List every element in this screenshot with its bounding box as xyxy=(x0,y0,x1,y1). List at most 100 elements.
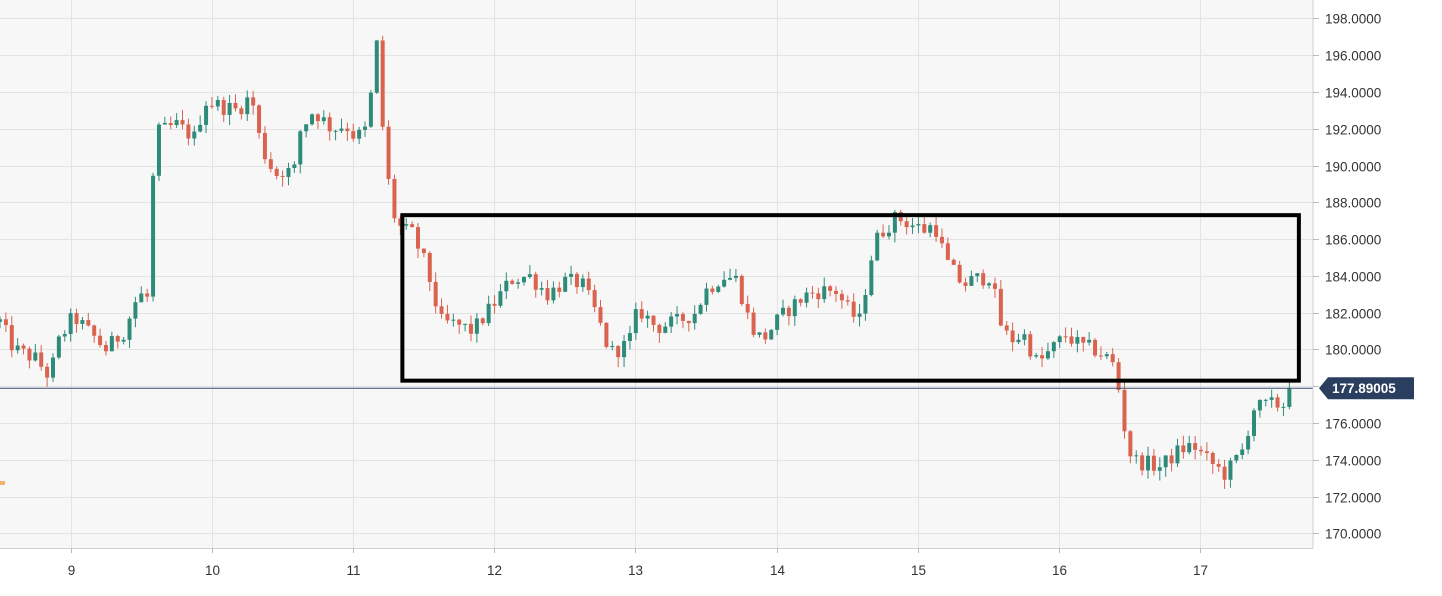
candle-body xyxy=(710,288,715,292)
candle-body xyxy=(209,105,214,107)
x-axis-background xyxy=(0,548,1313,596)
candle-body xyxy=(1057,336,1062,343)
candle-body xyxy=(810,292,815,294)
candle-body xyxy=(1181,445,1186,453)
candle-body xyxy=(92,325,97,336)
candle-body xyxy=(804,292,809,303)
candle-body xyxy=(1157,467,1162,471)
candle-body xyxy=(633,309,638,334)
candle-body xyxy=(251,97,256,106)
candle-body xyxy=(321,117,326,122)
candle-body xyxy=(939,236,944,244)
candle-body xyxy=(1122,389,1127,432)
candle-body xyxy=(457,319,462,325)
candle-body xyxy=(421,248,426,253)
candle-body xyxy=(686,320,691,324)
candle-body xyxy=(103,345,108,352)
y-tick-label: 194.0000 xyxy=(1325,86,1381,101)
candle-body xyxy=(1028,334,1033,357)
annotation-box-group xyxy=(400,213,1301,383)
candle-body xyxy=(586,278,591,291)
candle-body xyxy=(722,279,727,287)
candle-body xyxy=(463,323,468,325)
candle-body xyxy=(745,303,750,313)
candle-body xyxy=(310,114,315,125)
candle-body xyxy=(1140,455,1145,471)
candle-body xyxy=(86,320,91,326)
candle-body xyxy=(1040,355,1045,359)
current-price-badge xyxy=(1319,377,1414,400)
candle-body xyxy=(580,278,585,288)
candle-body xyxy=(645,315,650,319)
candle-body xyxy=(981,273,986,286)
candle-body xyxy=(274,168,279,176)
candle-body xyxy=(268,159,273,169)
y-tick-label: 198.0000 xyxy=(1325,12,1381,27)
x-tick-label: 12 xyxy=(487,563,502,578)
y-tick-label: 186.0000 xyxy=(1325,233,1381,248)
candle-body xyxy=(45,366,50,378)
candle-body xyxy=(1275,397,1280,408)
candle-body xyxy=(227,102,232,115)
candle-body xyxy=(168,122,173,126)
y-tick-label: 192.0000 xyxy=(1325,123,1381,138)
candle-body xyxy=(839,293,844,301)
candle-body xyxy=(533,274,538,290)
y-tick-label: 182.0000 xyxy=(1325,307,1381,322)
axis-background xyxy=(1313,0,1442,596)
candle-body xyxy=(604,322,609,347)
candle-body xyxy=(239,108,244,115)
candle-body xyxy=(474,318,479,334)
candle-body xyxy=(987,283,992,286)
candle-body xyxy=(1228,460,1233,480)
candle-body xyxy=(380,40,385,127)
candle-body xyxy=(115,336,120,342)
candle-body xyxy=(339,128,344,131)
candle-body xyxy=(851,301,856,317)
candle-body xyxy=(1246,435,1251,450)
candle-body xyxy=(963,282,968,286)
y-tick-label: 184.0000 xyxy=(1325,270,1381,285)
candle-body xyxy=(368,92,373,127)
candle-body xyxy=(98,335,103,346)
candle-body xyxy=(415,227,420,249)
candle-body xyxy=(404,224,409,226)
candle-body xyxy=(651,315,656,325)
candle-body xyxy=(557,287,562,292)
candle-body xyxy=(180,120,185,125)
current-price-label-group[interactable]: 177.89005 xyxy=(1319,377,1414,400)
candle-body xyxy=(869,260,874,296)
candle-body xyxy=(563,276,568,292)
candle-body xyxy=(351,131,356,139)
candle-body xyxy=(162,122,167,125)
candle-body xyxy=(716,286,721,292)
candle-body xyxy=(545,288,550,301)
candle-body xyxy=(386,126,391,179)
candle-body xyxy=(598,307,603,323)
candle-body xyxy=(1269,397,1274,400)
candle-body xyxy=(1287,388,1292,407)
candle-body xyxy=(1151,455,1156,471)
candle-body xyxy=(245,97,250,115)
candle-body xyxy=(204,105,209,125)
candle-body xyxy=(186,124,191,139)
candle-body xyxy=(504,280,509,292)
candle-body xyxy=(374,40,379,93)
candle-body xyxy=(1104,354,1109,357)
candle-body xyxy=(215,100,220,107)
candle-body xyxy=(828,286,833,291)
candle-body xyxy=(345,128,350,132)
candle-body xyxy=(3,319,8,326)
x-tick-label: 17 xyxy=(1193,563,1208,578)
candle-body xyxy=(692,313,697,324)
candle-body xyxy=(1093,339,1098,356)
candle-body xyxy=(327,117,332,132)
candle-body xyxy=(1010,330,1015,343)
candle-body xyxy=(298,131,303,165)
candle-body xyxy=(127,318,132,340)
edge-marker xyxy=(0,481,5,485)
candle-body xyxy=(1163,455,1168,468)
candle-body xyxy=(56,336,61,358)
candle-body xyxy=(133,302,138,319)
candle-body xyxy=(1204,451,1209,453)
